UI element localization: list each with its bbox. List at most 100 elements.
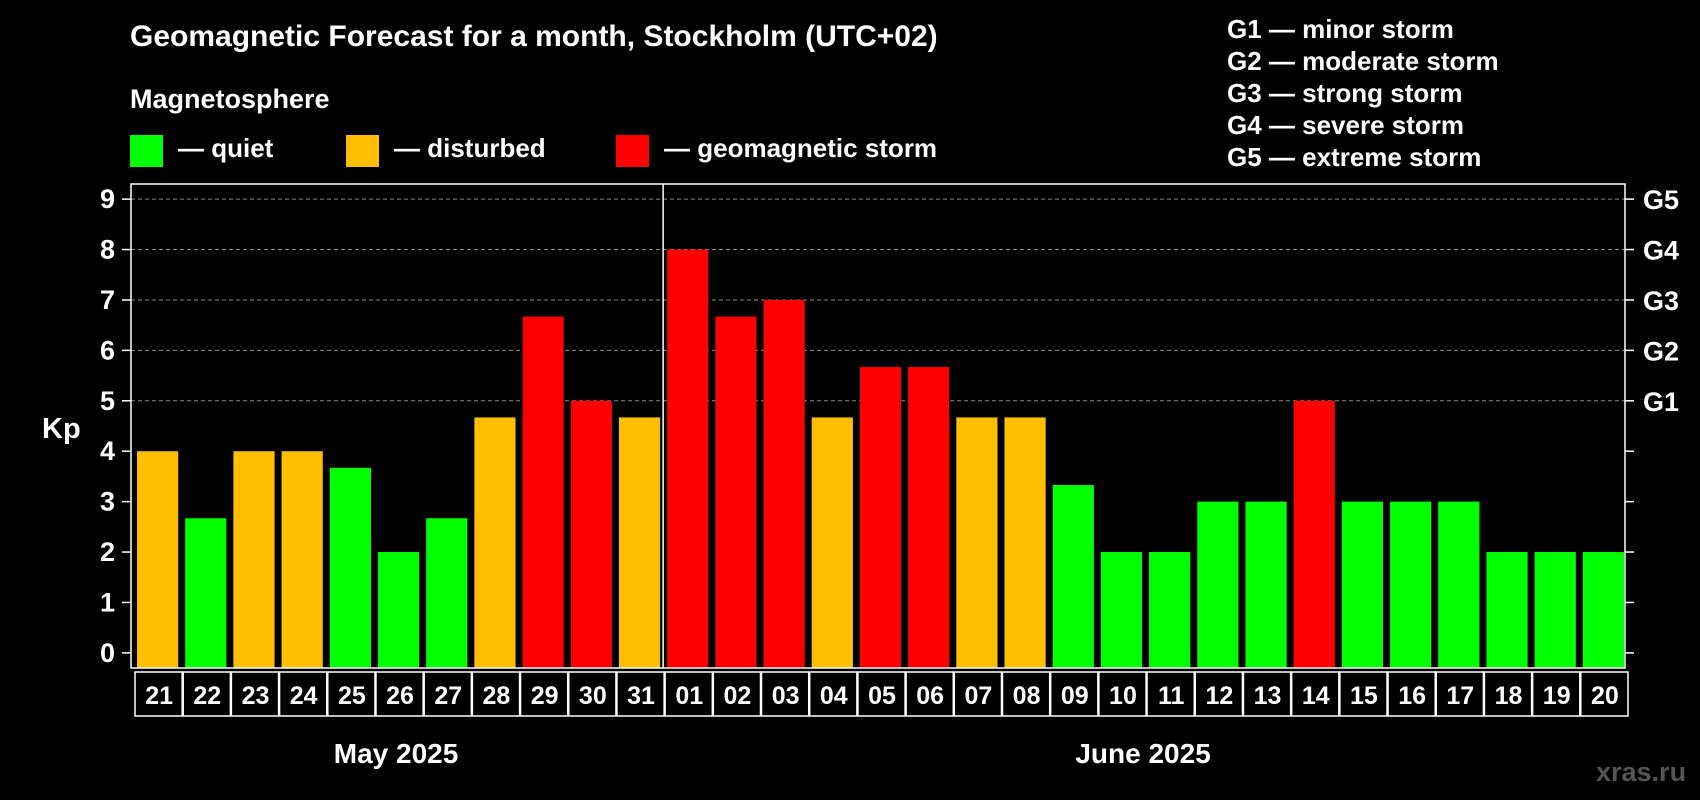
day-box-30 [1580,671,1629,717]
day-label-23: 23 [242,682,270,710]
bar-day-19 [1534,552,1576,668]
bar-day-15 [1341,501,1384,668]
day-label-08: 08 [1013,682,1041,710]
bar-day-03 [763,299,805,668]
bar-day-10 [1100,552,1143,668]
right-axis-label-g1: G1 [1643,387,1679,417]
g-scale-item-g2: G2 — moderate storm [1227,46,1499,76]
bar-day-28 [474,417,516,668]
y-tick-label-1: 1 [100,587,115,617]
day-label-02: 02 [724,682,752,710]
bar-day-21 [137,451,179,668]
y-axis-label: Kp [42,413,81,445]
legend-label-disturbed: — disturbed [394,133,546,163]
legend-heading: Magnetosphere [130,84,330,114]
day-box-0 [134,671,183,717]
day-box-8 [519,671,569,717]
g-scale-item-g3: G3 — strong storm [1227,78,1463,108]
day-label-20: 20 [1591,682,1619,710]
bar-day-04 [811,417,853,668]
right-axis-label-g3: G3 [1643,286,1679,316]
bar-day-14 [1293,400,1335,668]
bar-day-29 [522,316,564,668]
day-box-15 [857,671,906,717]
day-label-11: 11 [1158,682,1185,710]
day-box-12 [712,671,762,717]
y-tick-label-3: 3 [100,487,115,517]
day-box-19 [1049,671,1099,717]
day-label-18: 18 [1495,682,1523,710]
day-label-05: 05 [868,682,896,710]
day-label-06: 06 [916,682,944,710]
day-box-27 [1435,671,1485,717]
legend-label-quiet: — quiet [178,133,274,163]
legend-label-storm: — geomagnetic storm [664,133,938,163]
day-label-16: 16 [1398,682,1426,710]
watermark: xras.ru [1596,757,1687,787]
day-label-25: 25 [338,682,366,710]
day-box-28 [1483,671,1533,717]
bar-day-16 [1390,501,1432,668]
day-label-30: 30 [579,682,607,710]
right-axis-label-g4: G4 [1643,236,1679,266]
day-label-24: 24 [290,682,318,710]
day-label-22: 22 [193,682,221,710]
day-box-16 [905,671,955,717]
day-box-21 [1146,671,1196,717]
bar-day-02 [715,316,757,668]
right-axis-label-g5: G5 [1643,185,1679,215]
day-box-23 [1242,671,1292,717]
day-label-12: 12 [1205,682,1233,710]
y-tick-label-0: 0 [100,638,115,668]
day-box-17 [953,671,1003,717]
month-label-0: May 2025 [334,738,459,769]
bar-day-23 [233,451,275,668]
day-box-25 [1339,671,1388,717]
y-tick-label-8: 8 [100,235,115,265]
day-box-4 [327,671,376,717]
day-label-14: 14 [1302,682,1330,710]
day-box-2 [230,671,280,717]
legend-swatch-quiet [130,135,163,167]
bar-day-01 [667,249,709,668]
y-tick-label-9: 9 [100,184,115,214]
day-box-22 [1194,671,1244,717]
bar-day-25 [329,467,371,668]
day-box-13 [760,671,810,717]
bar-day-18 [1486,552,1528,668]
month-label-1: June 2025 [1075,738,1210,769]
day-label-09: 09 [1061,682,1089,710]
day-label-19: 19 [1543,682,1571,710]
bar-day-17 [1438,501,1480,668]
bar-day-07 [956,417,998,668]
bar-day-08 [1004,417,1046,668]
day-label-29: 29 [531,682,559,710]
bar-day-30 [570,400,612,668]
bar-day-11 [1149,552,1191,668]
g-scale-item-g1: G1 — minor storm [1227,14,1454,44]
day-box-5 [375,671,424,717]
y-tick-label-2: 2 [100,537,115,567]
day-label-01: 01 [675,682,703,710]
chart-title: Geomagnetic Forecast for a month, Stockh… [130,20,938,53]
bar-day-24 [281,451,323,668]
y-tick-label-7: 7 [100,285,115,315]
g-scale-item-g4: G4 — severe storm [1227,110,1465,140]
bar-day-05 [859,367,902,668]
day-label-28: 28 [483,682,511,710]
day-box-18 [1001,671,1051,717]
day-label-15: 15 [1350,682,1378,710]
day-box-14 [808,671,858,717]
legend-swatch-disturbed [346,135,379,167]
day-box-24 [1290,671,1340,717]
bar-day-12 [1197,501,1239,668]
y-tick-label-5: 5 [100,386,115,416]
g-scale-item-g5: G5 — extreme storm [1227,142,1482,172]
day-box-29 [1531,671,1581,717]
bar-day-27 [426,518,468,668]
day-label-03: 03 [772,682,800,710]
bar-day-26 [377,552,420,668]
day-box-6 [423,671,473,717]
bar-day-09 [1052,484,1094,668]
